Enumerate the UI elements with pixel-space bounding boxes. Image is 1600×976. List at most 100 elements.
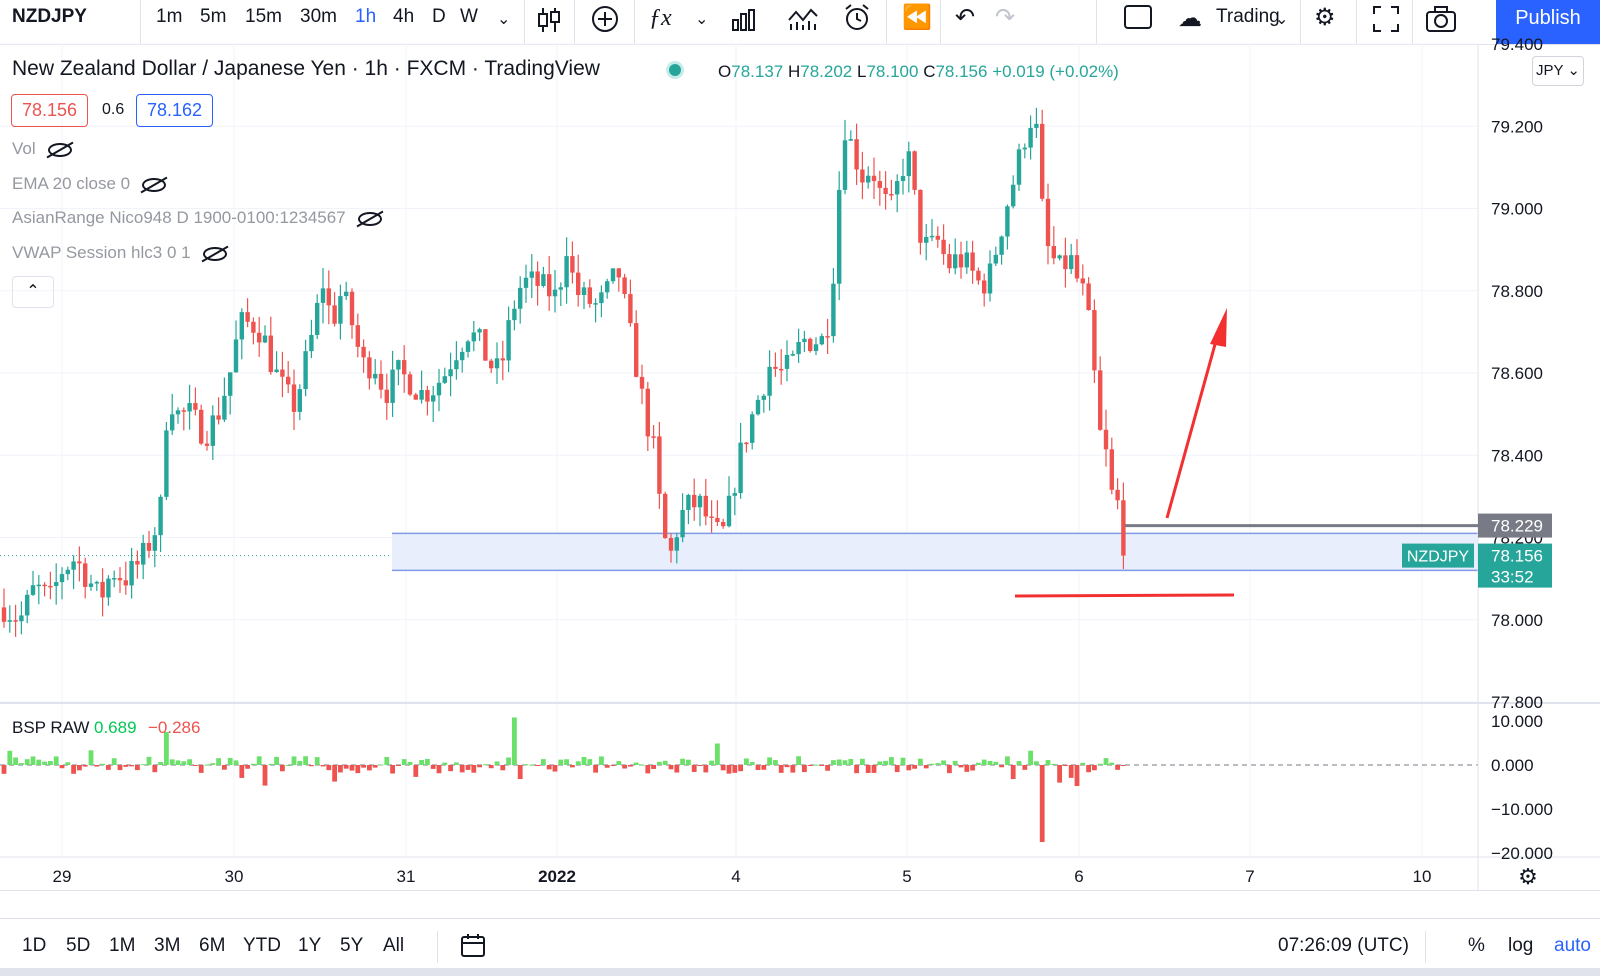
candle-body xyxy=(645,388,650,437)
interval-30m[interactable]: 30m xyxy=(300,6,337,27)
interval-1m[interactable]: 1m xyxy=(156,6,183,27)
gear-icon[interactable]: ⚙ xyxy=(1314,4,1336,31)
eye-hidden-icon[interactable] xyxy=(357,211,382,226)
collapse-legend-button[interactable]: ⌃ xyxy=(12,276,54,308)
symbol-search[interactable]: NZDJPY xyxy=(12,6,87,27)
candle-body xyxy=(918,189,923,243)
oscillator-bar xyxy=(970,765,975,771)
cloud-icon[interactable]: ☁ xyxy=(1178,5,1202,32)
publish-button[interactable]: Publish xyxy=(1496,0,1600,44)
eye-hidden-icon[interactable] xyxy=(142,177,167,192)
red-line-drawing xyxy=(1014,593,1235,598)
oscillator-value-down: −0.286 xyxy=(148,718,200,737)
indicator-vol[interactable]: Vol xyxy=(12,139,72,159)
price-tick-label: 78.200 xyxy=(1491,529,1543,548)
indicator-vwap[interactable]: VWAP Session hlc3 0 1 xyxy=(12,243,227,263)
oscillator-bar xyxy=(912,765,917,769)
oscillator-bar xyxy=(488,765,494,769)
interval-w[interactable]: W xyxy=(460,6,478,27)
candle-body xyxy=(355,325,360,347)
interval-15m[interactable]: 15m xyxy=(245,6,282,27)
price-tick-label: 79.200 xyxy=(1491,117,1543,136)
oscillator-bar xyxy=(529,764,535,766)
candle-body xyxy=(274,369,279,373)
oscillator-bar xyxy=(599,756,604,765)
range-1y[interactable]: 1Y xyxy=(298,935,322,956)
fullscreen-icon[interactable] xyxy=(1372,5,1400,33)
candle-body xyxy=(65,569,70,575)
candle-body xyxy=(239,312,244,340)
range-5d[interactable]: 5D xyxy=(66,935,91,956)
interval-4h[interactable]: 4h xyxy=(393,6,415,27)
time-tick-label: 5 xyxy=(902,867,911,886)
camera-icon[interactable] xyxy=(1425,5,1457,33)
buy-button[interactable]: 78.162 xyxy=(136,94,214,127)
oscillator-tick-label: −20.000 xyxy=(1491,844,1553,863)
oscillator-bar xyxy=(900,757,906,765)
range-all[interactable]: All xyxy=(383,935,405,956)
candle-body xyxy=(610,268,616,282)
eye-hidden-icon[interactable] xyxy=(202,246,227,261)
candle-body xyxy=(1034,123,1039,128)
open-value: 78.137 xyxy=(731,62,784,81)
log-toggle[interactable]: log xyxy=(1508,935,1534,956)
bar-chart-icon[interactable] xyxy=(731,6,759,32)
range-3m[interactable]: 3M xyxy=(154,935,181,956)
percent-toggle[interactable]: % xyxy=(1468,935,1485,956)
oscillator-bar xyxy=(454,762,459,765)
eye-hidden-icon[interactable] xyxy=(47,142,72,157)
date-range-icon[interactable] xyxy=(459,933,487,959)
oscillator-bar xyxy=(65,762,71,765)
interval-5m[interactable]: 5m xyxy=(200,6,227,27)
chevron-down-icon[interactable]: ⌄ xyxy=(497,11,511,28)
indicator-ema[interactable]: EMA 20 close 0 xyxy=(12,174,167,194)
replay-icon[interactable]: ⏪ xyxy=(902,4,932,31)
alarm-clock-icon[interactable] xyxy=(842,3,874,33)
oscillator-bar xyxy=(332,765,337,782)
oscillator-bar xyxy=(732,765,738,773)
range-ytd[interactable]: YTD xyxy=(243,935,281,956)
function-icon[interactable]: ƒx xyxy=(649,5,672,31)
chevron-down-icon[interactable]: ⌄ xyxy=(1275,11,1289,28)
price-tick-label: 78.800 xyxy=(1491,282,1543,301)
interval-d[interactable]: D xyxy=(432,6,446,27)
range-6m[interactable]: 6M xyxy=(199,935,226,956)
candle-body xyxy=(999,236,1004,255)
candle-body xyxy=(460,351,465,361)
candle-body xyxy=(158,496,163,536)
candle-body xyxy=(570,256,575,273)
candle-body xyxy=(42,584,47,587)
oscillator-bar xyxy=(1115,765,1120,770)
indicator-asianrange[interactable]: AsianRange Nico948 D 1900-0100:1234567 xyxy=(12,208,382,228)
chevron-down-icon[interactable]: ⌄ xyxy=(695,11,709,28)
redo-icon[interactable]: ↷ xyxy=(995,4,1016,31)
utc-clock[interactable]: 07:26:09 (UTC) xyxy=(1278,935,1409,956)
range-1m[interactable]: 1M xyxy=(109,935,136,956)
layout-square-icon[interactable] xyxy=(1124,5,1152,29)
oscillator-value-up: 0.689 xyxy=(94,718,137,737)
candles-icon[interactable] xyxy=(536,6,562,34)
sell-button[interactable]: 78.156 xyxy=(11,94,89,127)
candle-body xyxy=(245,312,250,322)
candle-body xyxy=(889,194,894,196)
range-1d[interactable]: 1D xyxy=(22,935,47,956)
candle-body xyxy=(112,578,117,580)
undo-icon[interactable]: ↶ xyxy=(955,4,976,31)
candle-body xyxy=(48,585,53,588)
oscillator-bar xyxy=(952,760,958,765)
add-plus-icon[interactable] xyxy=(590,4,620,34)
market-status-dot[interactable] xyxy=(669,64,681,76)
range-5y[interactable]: 5Y xyxy=(340,935,364,956)
candle-body xyxy=(216,415,221,420)
oscillator-bar xyxy=(1034,761,1039,765)
oscillator-bar xyxy=(541,759,546,765)
oscillator-bar xyxy=(24,759,30,765)
auto-toggle[interactable]: auto xyxy=(1554,935,1591,956)
indicators-chart-icon[interactable] xyxy=(787,6,819,32)
currency-select[interactable]: JPY ⌄ xyxy=(1532,56,1584,86)
candle-body xyxy=(547,274,552,297)
interval-1h[interactable]: 1h xyxy=(355,6,377,27)
candle-body xyxy=(373,373,378,379)
layout-name[interactable]: Trading xyxy=(1216,6,1280,27)
